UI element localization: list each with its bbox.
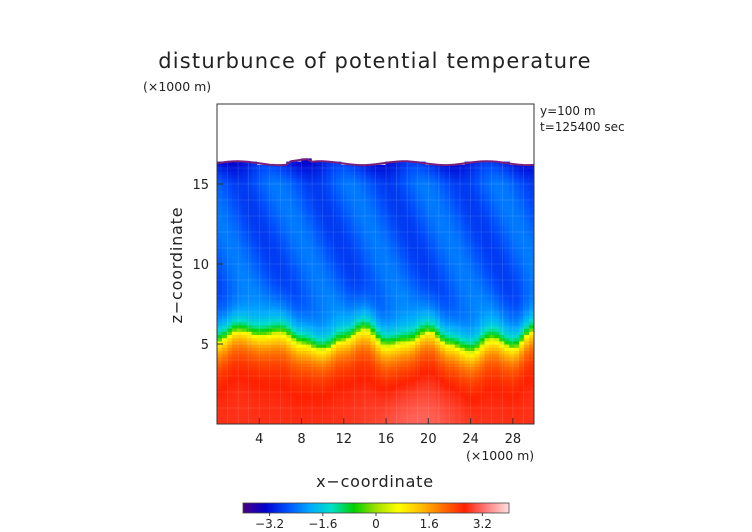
- x-tick-label: 8: [297, 432, 305, 447]
- heatmap-field: [217, 158, 534, 424]
- chart-title: disturbunce of potential temperature: [158, 49, 592, 73]
- colorbar-tick-label: 1.6: [420, 517, 439, 531]
- x-tick-label: 20: [420, 432, 437, 447]
- x-tick-label: 24: [462, 432, 479, 447]
- x-tick-label: 4: [255, 432, 263, 447]
- x-axis-label: x−coordinate: [316, 472, 434, 491]
- colorbar-tick-label: −1.6: [308, 517, 337, 531]
- y-tick-label: 10: [192, 258, 209, 273]
- plot-area: [216, 103, 535, 425]
- y-tick-label: 15: [192, 178, 209, 193]
- annotation-time: t=125400 sec: [540, 120, 625, 134]
- x-tick-label: 12: [336, 432, 353, 447]
- grid-lines: [217, 104, 534, 424]
- x-unit-label: (×1000 m): [466, 448, 534, 463]
- data-top-boundary: [216, 158, 535, 167]
- colorbar-ticks: −3.2 −1.6 0 1.6 3.2: [255, 513, 492, 531]
- y-tick-label: 5: [201, 338, 209, 353]
- x-tick-label: 28: [505, 432, 522, 447]
- y-axis-ticks: 5 10 15: [192, 178, 223, 353]
- colorbar: −3.2 −1.6 0 1.6 3.2: [242, 502, 510, 531]
- colorbar-gradient: [242, 502, 510, 514]
- colorbar-tick-label: −3.2: [255, 517, 284, 531]
- annotation-y-position: y=100 m: [540, 104, 596, 118]
- y-unit-label: (×1000 m): [143, 79, 211, 94]
- colorbar-tick-label: 3.2: [473, 517, 492, 531]
- x-tick-label: 16: [378, 432, 395, 447]
- colorbar-tick-label: 0: [372, 517, 380, 531]
- y-axis-label: z−coordinate: [167, 207, 186, 324]
- x-axis-ticks: 4 8 12 16 20 24 28: [255, 418, 521, 447]
